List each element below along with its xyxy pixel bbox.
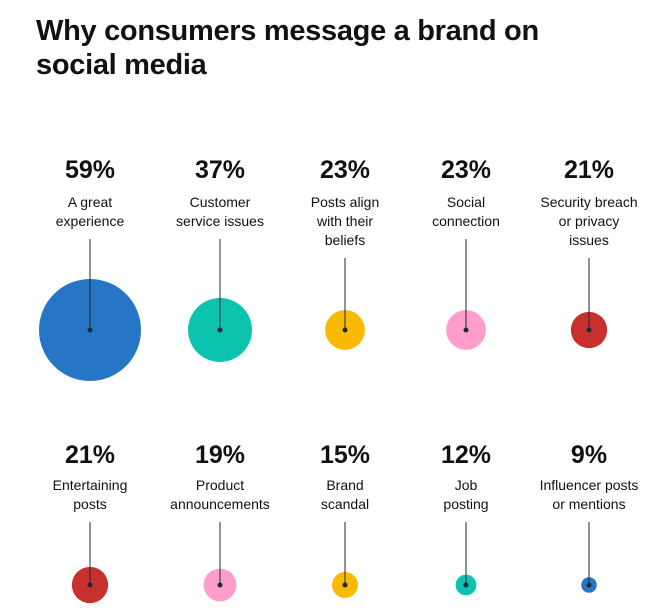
value-label: 21% (64, 441, 116, 469)
leader-dot (586, 327, 592, 333)
value-label: 9% (570, 441, 608, 469)
category-label: Product announcements (170, 477, 270, 512)
category-label: Posts align with their beliefs (310, 194, 380, 248)
category-label: A great experience (55, 194, 125, 229)
value-label: 37% (194, 156, 246, 184)
category-label: Brand scandal (320, 477, 370, 512)
chart-title: Why consumers message a brand on social … (36, 15, 539, 81)
value-label: 21% (563, 156, 615, 184)
value-label: 19% (194, 441, 246, 469)
leader-dot (463, 327, 469, 333)
category-label: Job posting (443, 477, 489, 512)
category-label: Influencer posts or mentions (539, 477, 639, 512)
leader-dot (217, 327, 223, 333)
leader-dot (463, 582, 469, 588)
value-label: 23% (319, 156, 371, 184)
category-label: Social connection (432, 194, 500, 229)
leader-dot (217, 582, 223, 588)
leader-dot (342, 327, 348, 333)
value-label: 15% (319, 441, 371, 469)
category-label: Customer service issues (176, 194, 264, 229)
category-label: Entertaining posts (52, 477, 128, 512)
leader-dot (87, 582, 93, 588)
leader-dot (87, 327, 93, 333)
category-label: Security breach or privacy issues (540, 194, 638, 248)
value-label: 12% (440, 441, 492, 469)
value-label: 59% (64, 156, 116, 184)
value-label: 23% (440, 156, 492, 184)
leader-dot (586, 582, 592, 588)
leader-dot (342, 582, 348, 588)
